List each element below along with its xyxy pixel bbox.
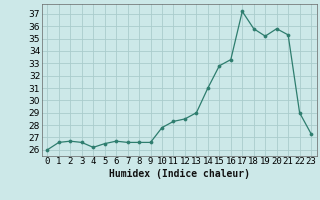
X-axis label: Humidex (Indice chaleur): Humidex (Indice chaleur)	[109, 169, 250, 179]
